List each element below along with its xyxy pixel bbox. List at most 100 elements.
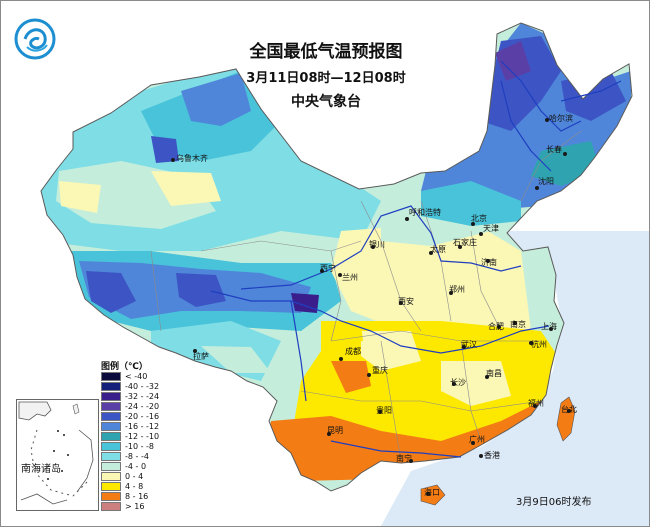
- legend-label: 8 - 16: [125, 492, 149, 501]
- city-dot: [497, 325, 501, 329]
- city-label-fuzhou: 福州: [528, 399, 544, 408]
- city-label-hangzhou: 杭州: [531, 340, 547, 349]
- south-china-sea-inset: 南海诸岛: [16, 399, 99, 511]
- inset-map: [18, 401, 94, 505]
- legend-swatch: [101, 412, 121, 421]
- city-dot: [479, 232, 483, 236]
- city-dot: [171, 158, 175, 162]
- legend-swatch: [101, 502, 121, 511]
- legend-swatch: [101, 422, 121, 431]
- legend-swatch: [101, 452, 121, 461]
- legend-swatch: [101, 492, 121, 501]
- legend-item: 0 - 4: [101, 471, 161, 482]
- city-dot: [371, 245, 375, 249]
- legend-label: -40 - -32: [125, 382, 160, 391]
- legend-label: -24 - -20: [125, 402, 160, 411]
- legend-item: < -40: [101, 371, 161, 382]
- city-label-jinan: 济南: [481, 258, 497, 267]
- city-dot: [426, 492, 430, 496]
- legend-label: -32 - -24: [125, 392, 160, 401]
- city-dot: [545, 118, 549, 122]
- city-label-tianjin: 天津: [483, 224, 499, 233]
- city-label-beijing: 北京: [471, 214, 487, 223]
- city-dot: [378, 410, 382, 414]
- city-label-shanghai: 上海: [541, 322, 557, 331]
- city-label-taiyuan: 太原: [430, 245, 446, 254]
- city-dot: [479, 454, 483, 458]
- city-label-nanning: 南宁: [396, 454, 412, 463]
- legend-swatch: [101, 372, 121, 381]
- city-dot: [409, 459, 413, 463]
- city-label-zhengzhou: 郑州: [449, 285, 465, 294]
- legend-item: -40 - -32: [101, 381, 161, 392]
- city-dot: [193, 349, 197, 353]
- legend-label: > 16: [125, 502, 145, 511]
- legend-item: 4 - 8: [101, 481, 161, 492]
- legend-item: -4 - 0: [101, 461, 161, 472]
- city-label-hohhot: 呼和浩特: [409, 208, 441, 217]
- city-dot: [567, 409, 571, 413]
- issue-time: 3月9日06时发布: [516, 497, 592, 508]
- forecast-period: 3月11日08时—12日08时: [246, 71, 406, 86]
- city-label-taipei: 台北: [561, 405, 577, 414]
- city-dot: [533, 404, 537, 408]
- city-label-lanzhou: 兰州: [342, 273, 358, 282]
- legend-swatch: [101, 392, 121, 401]
- city-dot: [486, 259, 490, 263]
- city-dot: [338, 273, 342, 277]
- city-label-wuhan: 武汉: [461, 340, 477, 349]
- city-label-guangzhou: 广州: [469, 435, 485, 444]
- city-label-guiyang: 贵阳: [376, 406, 392, 415]
- inset-label: 南海诸岛: [21, 464, 61, 475]
- city-dot: [327, 432, 331, 436]
- legend-swatch: [101, 382, 121, 391]
- city-label-shenyang: 沈阳: [538, 177, 554, 186]
- city-label-yinchuan: 银川: [369, 240, 385, 249]
- city-label-changsha: 长沙: [450, 378, 466, 387]
- city-label-xian: 西安: [398, 297, 414, 306]
- legend-item: -20 - -16: [101, 411, 161, 422]
- city-dot: [449, 291, 453, 295]
- city-label-xining: 西宁: [320, 264, 336, 273]
- city-label-hongkong: 香港: [484, 451, 500, 460]
- legend-item: > 16: [101, 501, 161, 512]
- city-dot: [471, 222, 475, 226]
- city-label-hefei: 合肥: [488, 322, 504, 331]
- legend-label: -10 - -8: [125, 442, 155, 451]
- city-label-urumqi: 乌鲁木齐: [176, 154, 208, 163]
- city-label-lhasa: 拉萨: [193, 352, 209, 361]
- city-dot: [320, 269, 324, 273]
- legend-item: -8 - -4: [101, 451, 161, 462]
- legend-item: -32 - -24: [101, 391, 161, 402]
- legend-swatch: [101, 462, 121, 471]
- city-dot: [563, 152, 567, 156]
- legend-swatch: [101, 472, 121, 481]
- legend-label: < -40: [125, 372, 148, 381]
- legend-label: 4 - 8: [125, 482, 144, 491]
- legend-swatch: [101, 482, 121, 491]
- city-dot: [429, 251, 433, 255]
- legend-title: 图例（℃）: [101, 362, 148, 372]
- city-label-chongqing: 重庆: [372, 366, 388, 375]
- city-label-nanchang: 南昌: [486, 369, 502, 378]
- city-label-shijiazhuang: 石家庄: [453, 238, 477, 247]
- city-label-harbin: 哈尔滨: [549, 114, 573, 123]
- city-dot: [462, 345, 466, 349]
- city-label-nanjing: 南京: [510, 320, 526, 329]
- legend-swatch: [101, 432, 121, 441]
- legend-label: -12 - -10: [125, 432, 160, 441]
- legend-label: -4 - 0: [125, 462, 147, 471]
- city-label-chengdu: 成都: [345, 347, 361, 356]
- map-title: 全国最低气温预报图: [249, 42, 403, 62]
- city-dot: [405, 217, 409, 221]
- cma-logo-icon: [14, 18, 56, 60]
- city-dot: [471, 441, 475, 445]
- legend-item: -12 - -10: [101, 431, 161, 442]
- city-dot: [549, 327, 553, 331]
- city-label-haikou: 海口: [424, 488, 440, 497]
- city-label-changchun: 长春: [546, 145, 562, 154]
- city-dot: [458, 245, 462, 249]
- city-dot: [399, 301, 403, 305]
